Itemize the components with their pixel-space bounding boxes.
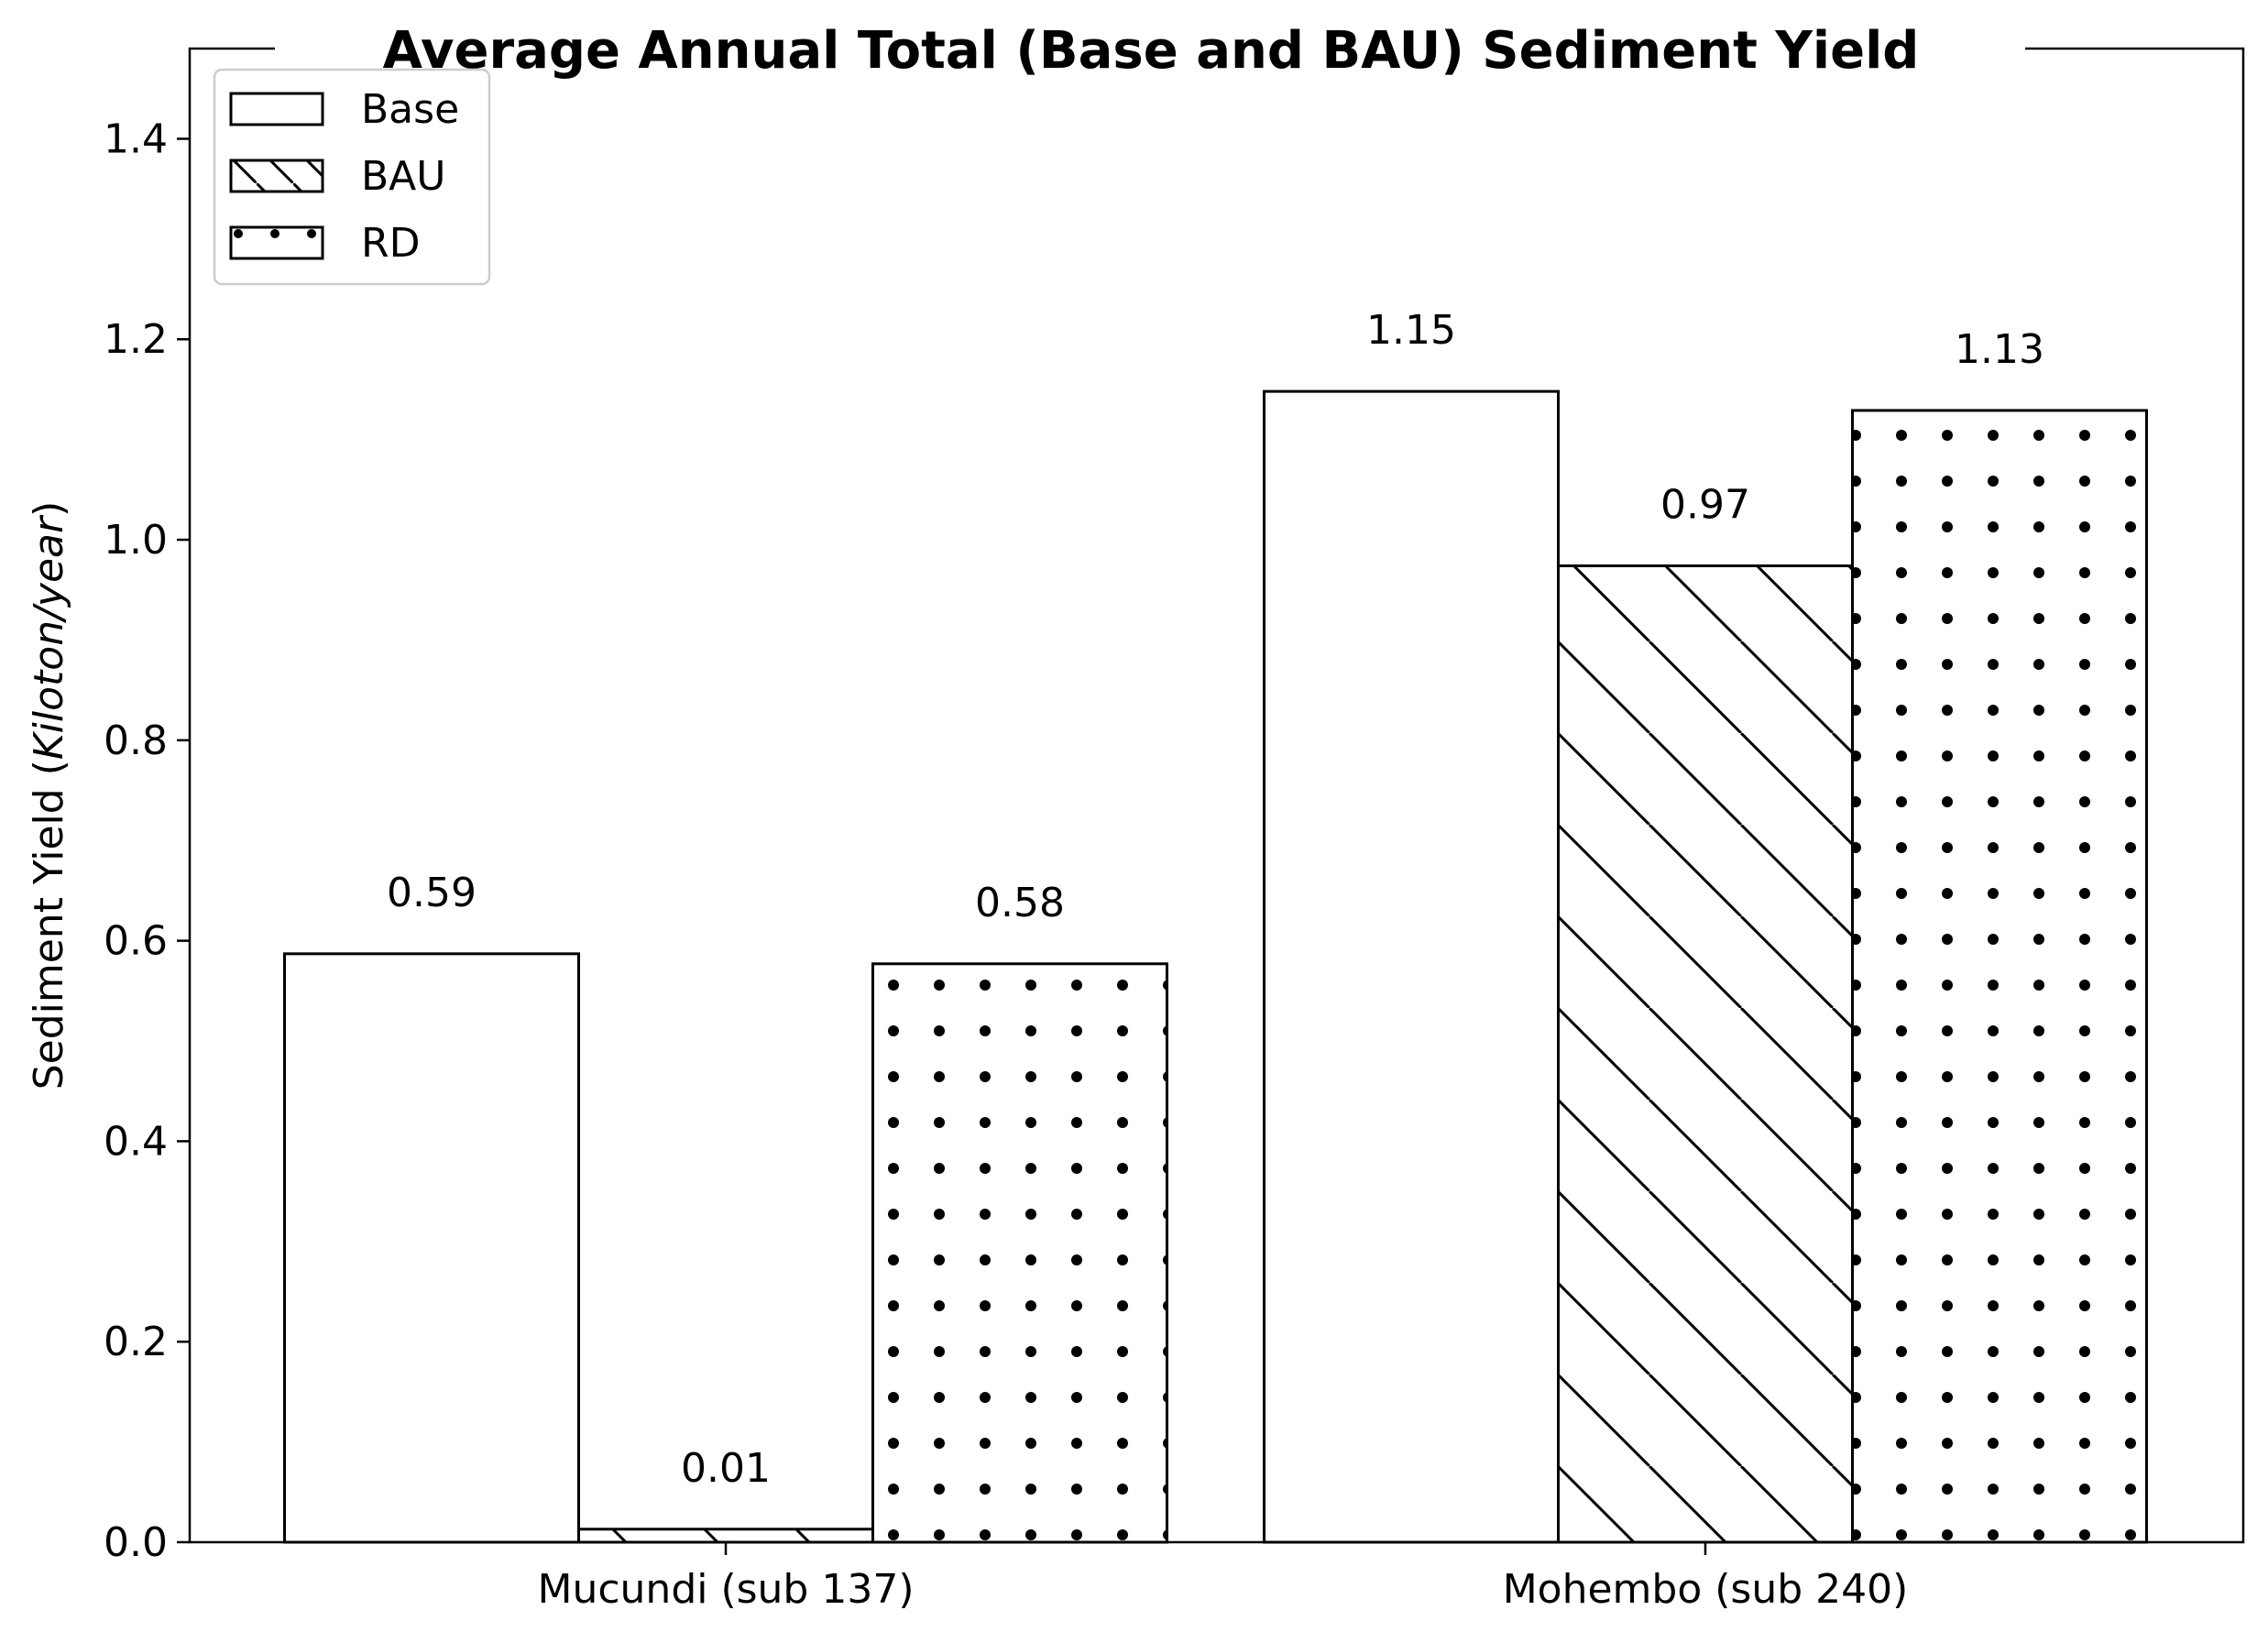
bars-layer: [283, 389, 2148, 1544]
y-tick-label: 0.6: [104, 918, 168, 965]
bar-data-label: 1.15: [1366, 307, 1456, 354]
chart-title: Average Annual Total (Base and BAU) Sedi…: [383, 21, 1920, 81]
bar-data-label: 0.01: [681, 1445, 771, 1492]
y-axis-title-suffix: ): [26, 501, 72, 517]
bar-data-label: 0.97: [1660, 481, 1750, 528]
x-axis: Mucundi (sub 137) Mohembo (sub 240): [538, 1542, 1909, 1613]
legend-swatch-base: [229, 92, 324, 126]
bar-rd-1: [1851, 409, 2148, 1544]
y-axis-title-unit: Kiloton/year: [26, 514, 72, 760]
x-tick-label: Mohembo (sub 240): [1503, 1566, 1909, 1613]
legend-swatch-rd: [229, 225, 324, 260]
y-tick-label: 0.8: [104, 717, 168, 764]
legend: Base BAU RD: [213, 68, 491, 286]
bar-data-label: 0.59: [387, 870, 477, 916]
legend-swatch-bau: [229, 159, 324, 193]
legend-label-base: Base: [361, 86, 459, 133]
x-tick-label: Mucundi (sub 137): [538, 1566, 915, 1613]
y-tick-label: 0.0: [104, 1519, 168, 1566]
bar-bau-1: [1557, 564, 1854, 1544]
bar-rd-0: [871, 962, 1168, 1544]
y-tick-label: 0.2: [104, 1319, 168, 1365]
y-tick-label: 0.4: [104, 1118, 168, 1165]
data-labels-layer: 0.59 0.01 0.58 1.15 0.97 1.13: [387, 307, 2044, 1492]
bar-data-label: 0.58: [975, 880, 1065, 926]
y-axis-title-prefix: Sediment Yield (: [26, 760, 72, 1090]
y-tick-label: 1.4: [104, 115, 168, 162]
legend-label-rd: RD: [361, 220, 420, 267]
chart-title-background: [275, 18, 2025, 73]
y-axis: 0.0 0.2 0.4 0.6 0.8 1.0 1.2 1.4: [104, 115, 190, 1566]
legend-label-bau: BAU: [361, 153, 446, 200]
y-axis-title: Sediment Yield (Kiloton/year): [26, 501, 72, 1090]
bar-bau-0: [577, 1528, 874, 1544]
y-tick-label: 1.0: [104, 517, 168, 564]
bar-base-1: [1263, 389, 1560, 1544]
bar-base-0: [283, 952, 580, 1544]
bar-data-label: 1.13: [1955, 326, 2044, 373]
y-tick-label: 1.2: [104, 316, 168, 363]
